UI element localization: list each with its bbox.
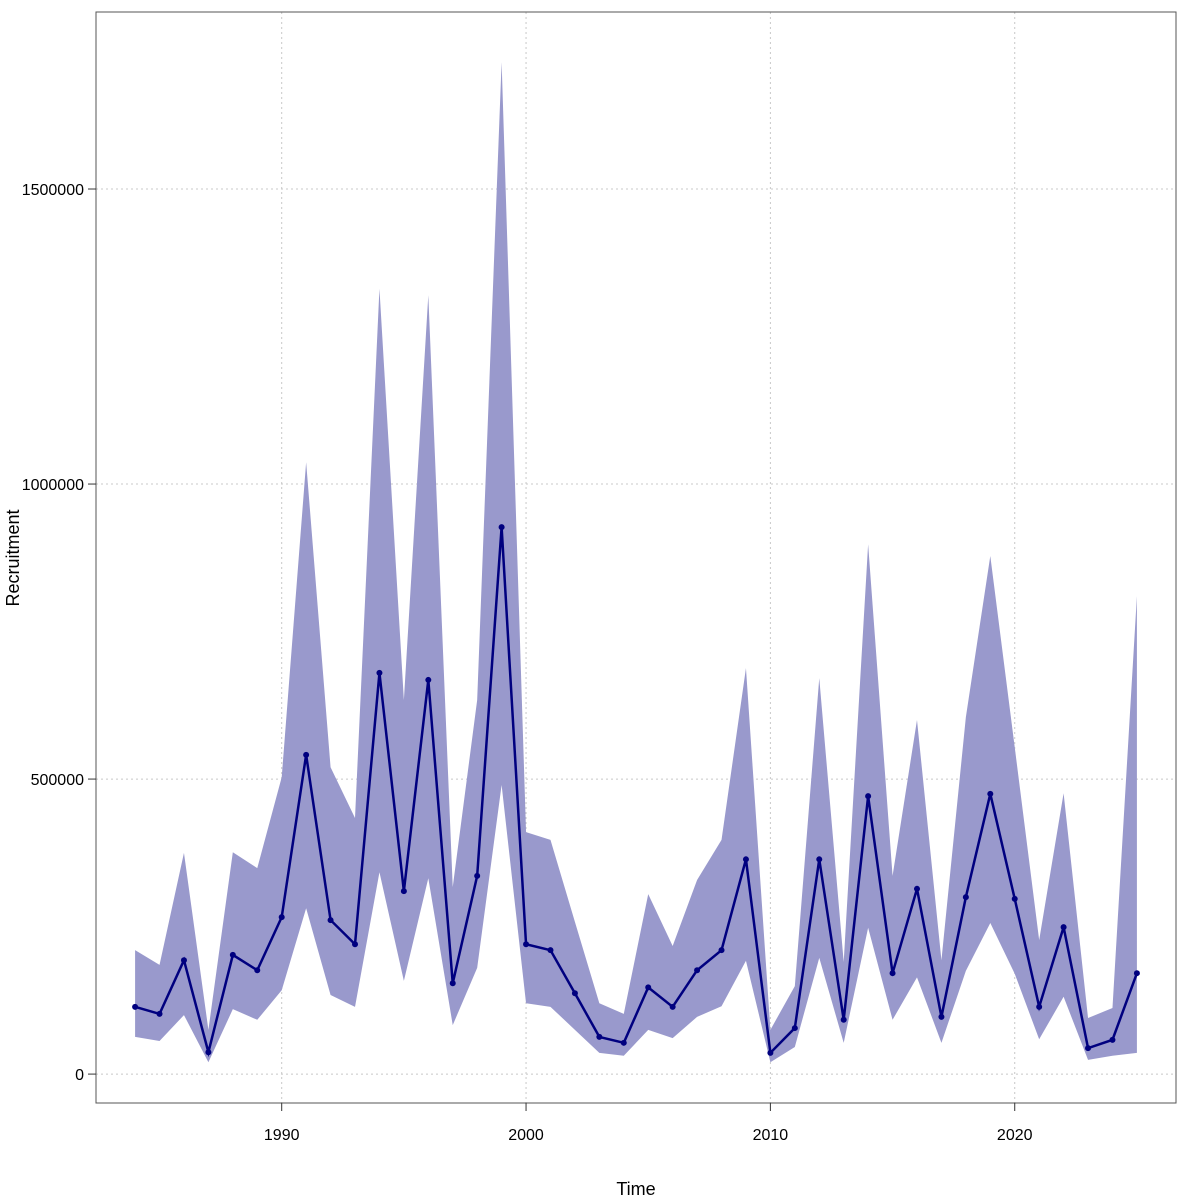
data-point xyxy=(327,917,334,924)
data-point xyxy=(303,751,310,758)
data-point xyxy=(816,856,823,863)
data-point xyxy=(987,790,994,797)
data-point xyxy=(1085,1045,1092,1052)
y-tick-label: 1000000 xyxy=(22,477,84,494)
x-tick-label: 1990 xyxy=(264,1127,300,1144)
data-point xyxy=(889,970,896,977)
x-axis: 1990 2000 2010 2020 xyxy=(264,1103,1033,1144)
data-point xyxy=(791,1025,798,1032)
data-point xyxy=(523,941,530,948)
x-axis-label: Time xyxy=(616,1179,655,1199)
data-point xyxy=(1060,924,1067,931)
data-point xyxy=(498,524,505,531)
data-point xyxy=(1036,1003,1043,1010)
data-point xyxy=(938,1013,945,1020)
data-point xyxy=(865,793,872,800)
recruitment-series xyxy=(132,524,1140,1058)
recruitment-line xyxy=(134,527,1139,1058)
data-point xyxy=(742,856,749,863)
data-point xyxy=(254,967,261,974)
data-point xyxy=(962,894,969,901)
uncertainty-band xyxy=(135,62,1137,1063)
data-point xyxy=(596,1033,603,1040)
data-point xyxy=(694,967,701,974)
data-point xyxy=(132,1003,139,1010)
data-point xyxy=(767,1049,774,1056)
data-point xyxy=(1133,970,1140,977)
y-axis-label: Recruitment xyxy=(3,509,23,606)
data-point xyxy=(425,676,432,683)
data-point xyxy=(1109,1036,1116,1043)
y-tick-label: 1500000 xyxy=(22,182,84,199)
x-tick-label: 2020 xyxy=(997,1127,1033,1144)
data-point xyxy=(718,947,725,954)
data-point xyxy=(913,885,920,892)
data-point xyxy=(229,951,236,958)
data-point xyxy=(376,669,383,676)
data-point xyxy=(205,1049,212,1056)
x-tick-label: 2000 xyxy=(508,1127,544,1144)
data-point xyxy=(571,990,578,997)
data-point xyxy=(547,947,554,954)
y-tick-label: 500000 xyxy=(31,772,84,789)
data-point xyxy=(180,957,187,964)
confidence-band xyxy=(135,62,1137,1063)
data-point xyxy=(645,984,652,991)
data-point xyxy=(620,1039,627,1046)
y-tick-label: 0 xyxy=(75,1067,84,1084)
data-point xyxy=(449,980,456,987)
data-point xyxy=(156,1010,163,1017)
data-point xyxy=(1011,895,1018,902)
plot-frame xyxy=(95,11,1177,1104)
data-point xyxy=(278,914,285,921)
data-point xyxy=(669,1003,676,1010)
data-point xyxy=(400,888,407,895)
data-point xyxy=(840,1016,847,1023)
y-axis: 0 500000 1000000 1500000 xyxy=(22,182,96,1084)
data-point xyxy=(352,941,359,948)
x-tick-label: 2010 xyxy=(753,1127,789,1144)
data-point xyxy=(474,872,481,879)
